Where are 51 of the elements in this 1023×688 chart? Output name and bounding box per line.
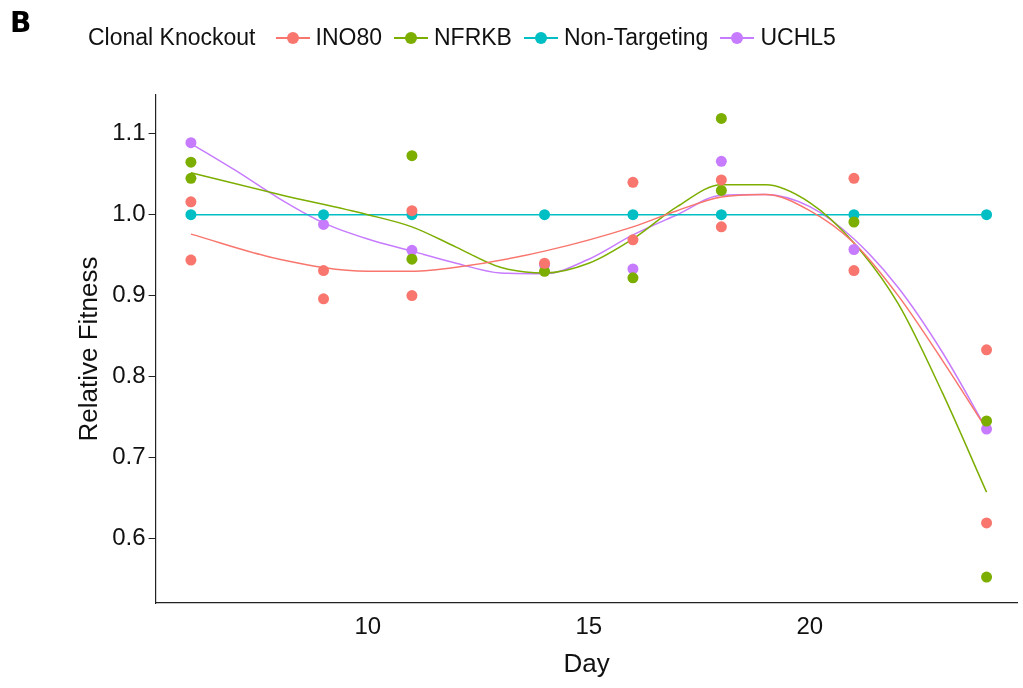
point	[627, 234, 639, 246]
point	[715, 155, 727, 167]
point	[185, 196, 197, 208]
point	[406, 205, 418, 217]
legend-title: Clonal Knockout	[88, 24, 256, 51]
point	[848, 265, 860, 277]
point	[406, 150, 418, 162]
point	[981, 517, 993, 529]
x-tick-label: 20	[796, 612, 824, 640]
legend-label: NFRKB	[433, 24, 512, 51]
point	[406, 253, 418, 265]
point	[981, 209, 993, 221]
point	[318, 218, 330, 230]
point	[318, 265, 330, 277]
point	[715, 209, 727, 221]
point	[318, 293, 330, 305]
y-axis-title: Relative Fitness	[72, 256, 103, 442]
point	[539, 209, 551, 221]
x-axis-title: Day	[563, 647, 610, 678]
y-tick-label: 0.9	[112, 280, 146, 308]
point	[185, 156, 197, 168]
point	[715, 112, 727, 124]
point	[848, 244, 860, 255]
y-tick-label: 0.7	[112, 442, 146, 470]
point	[185, 172, 197, 184]
point	[627, 176, 639, 188]
point	[715, 184, 727, 196]
point	[406, 290, 418, 302]
legend-label: UCHL5	[760, 24, 836, 51]
point	[981, 571, 993, 583]
point	[715, 174, 727, 186]
point	[185, 254, 197, 266]
point	[185, 209, 197, 221]
point	[848, 216, 860, 228]
point	[848, 172, 860, 184]
x-tick-label: 15	[575, 612, 603, 640]
y-tick-label: 0.8	[112, 361, 146, 389]
legend-label: INO80	[315, 24, 382, 51]
y-tick-label: 0.6	[112, 522, 146, 550]
point	[981, 344, 993, 356]
point	[318, 209, 330, 221]
point	[715, 221, 727, 233]
legend-label: Non-Targeting	[563, 24, 709, 51]
point	[185, 137, 197, 149]
y-tick-label: 1.1	[112, 118, 146, 146]
point	[627, 272, 639, 284]
y-tick-label: 1.0	[112, 199, 146, 227]
point	[627, 209, 639, 221]
text: B	[10, 6, 32, 39]
x-tick-label: 10	[354, 612, 382, 640]
point	[981, 415, 993, 427]
